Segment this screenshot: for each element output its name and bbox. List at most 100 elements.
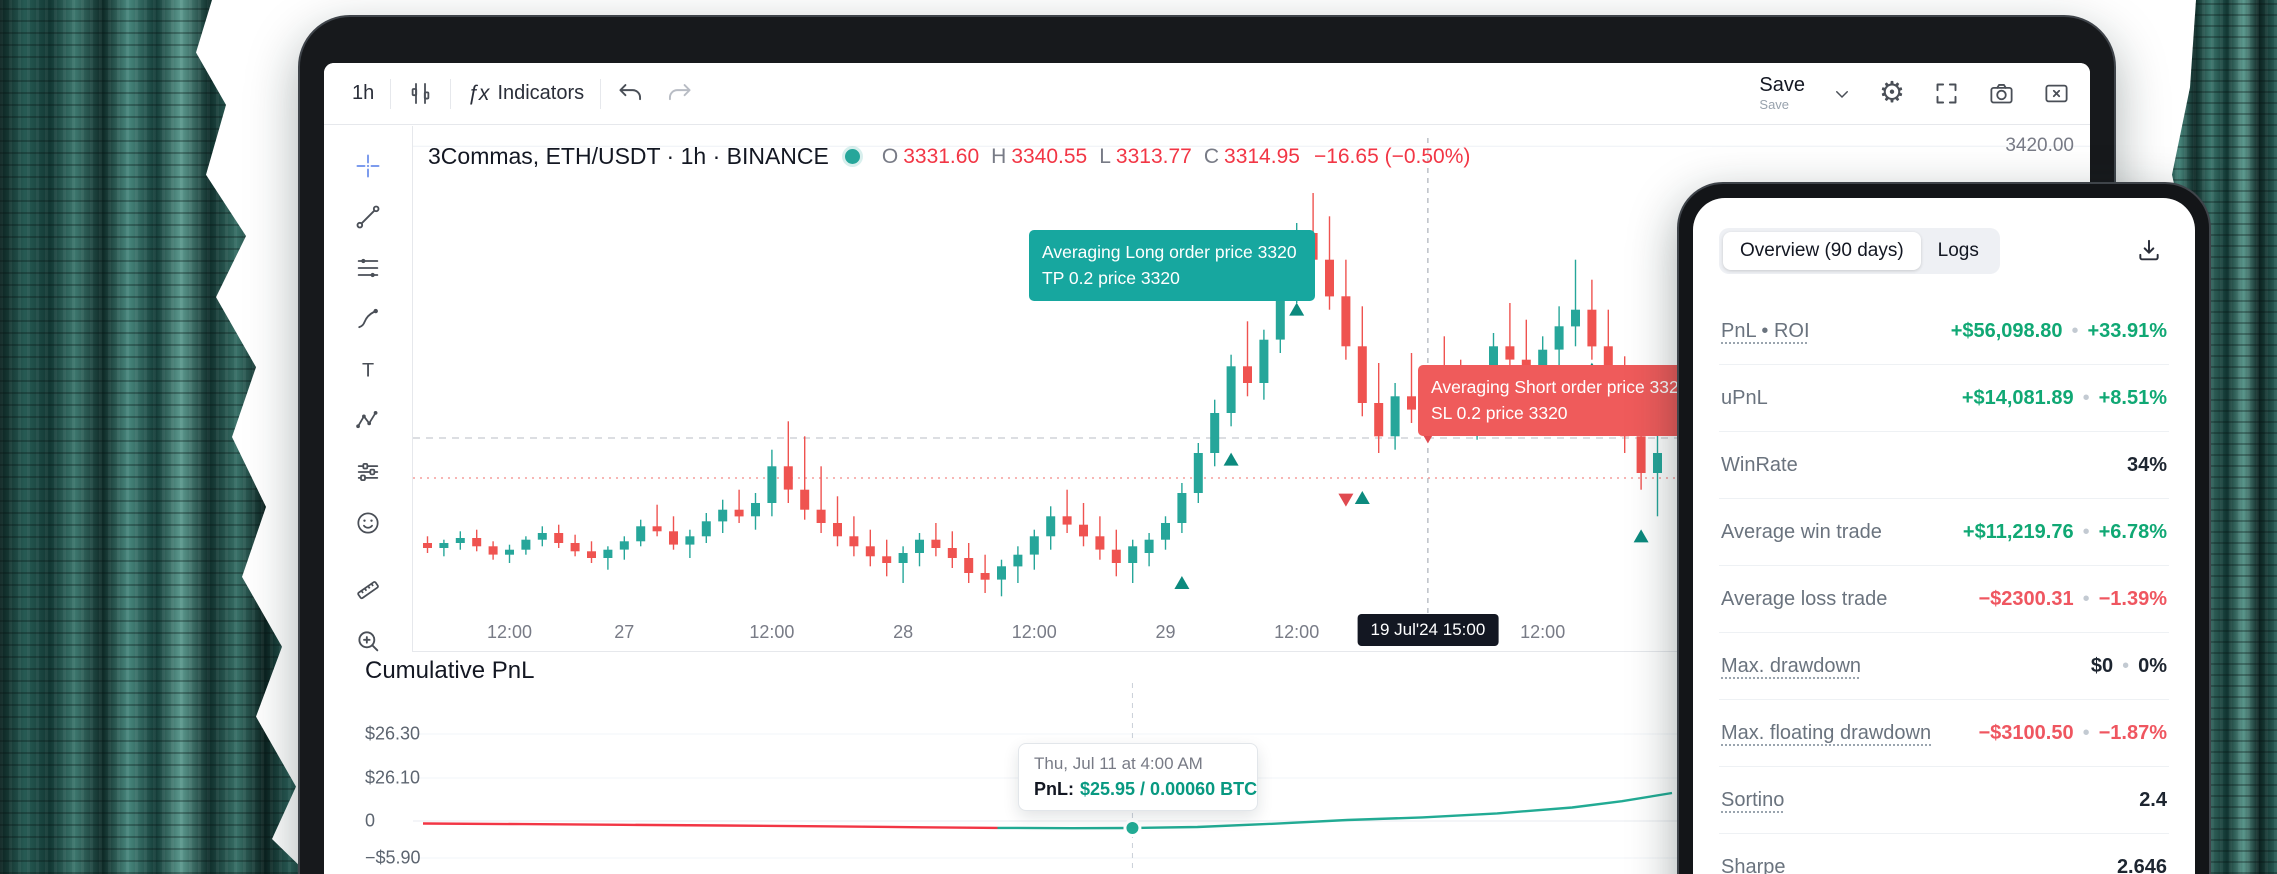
trendline-tool[interactable] [354,203,382,231]
stat-label[interactable]: Max. drawdown [1721,655,1862,677]
stat-row: Max. floating drawdown −$3100.50 • −1.87% [1719,700,2169,767]
stat-value: $0 • 0% [2090,654,2167,677]
toolbar-divider [390,78,392,109]
crosshair-time-badge: 19 Jul'24 15:00 [1357,614,1499,646]
time-axis-label: 12:00 [1520,622,1566,642]
stat-label: Average loss trade [1721,588,1888,610]
annotation-line: Averaging Long order price 3320 [1042,242,1297,262]
symbol-title[interactable]: 3Commas, ETH/USDT · 1h · BINANCE [428,143,829,169]
redo-icon[interactable] [666,80,693,107]
stat-value: −$3100.50 • −1.87% [1978,721,2167,744]
decorative-glitch-left [0,0,308,874]
indicators-label: Indicators [497,82,585,104]
gear-icon[interactable]: ⚙ [1879,77,1905,109]
indicators-button[interactable]: ƒx Indicators [467,82,584,106]
pattern-tool[interactable] [354,407,382,435]
pnl-y-label: 0 [365,810,376,831]
trade-markers [1174,302,1649,589]
time-axis-label: 12:00 [486,622,533,642]
section-divider [324,651,2090,652]
time-axis-label: 12:00 [1274,622,1320,642]
toolbar-divider [450,78,452,109]
ohlc-value: 3340.55 [1011,144,1088,168]
annotation-line: SL 0.2 price 3320 [1431,403,1568,424]
text-tool[interactable]: T [354,356,382,384]
stat-value: +$11,219.76 • +6.78% [1962,520,2167,543]
tooltip-label: PnL: [1034,779,1074,799]
stat-row: uPnL +$14,081.89 • +8.51% [1719,365,2169,432]
stat-row: Max. drawdown $0 • 0% [1719,633,2169,700]
pnl-y-label: −$5.90 [365,847,421,868]
stat-label: uPnL [1721,387,1768,409]
save-sub-label: Save [1759,97,1790,113]
ohlc-value: 3331.60 [903,144,980,168]
pnl-y-label: $26.30 [365,723,421,744]
stats-tabs: Overview (90 days) Logs [1719,228,2000,274]
stat-row: WinRate 34% [1719,432,2169,499]
emoji-tool[interactable] [354,509,382,537]
fx-icon: ƒx [467,81,490,105]
annotation-line: Averaging Short order price 3320 [1431,377,1689,397]
close-panel-icon[interactable] [2043,80,2070,107]
pnl-tooltip: Thu, Jul 11 at 4:00 AM PnL: $25.95 / 0.00… [1018,743,1258,811]
stat-row: Sharpe 2.646 [1719,834,2169,874]
symbol-legend: 3Commas, ETH/USDT · 1h · BINANCE O 3331.6… [428,143,1470,170]
pnl-section-title: Cumulative PnL [365,657,535,684]
tab-overview-90-days[interactable]: Overview (90 days) [1723,232,1921,270]
crosshair-tool[interactable] [354,152,382,180]
sliders-tool[interactable] [354,458,382,486]
ohlc-value: 3314.95 [1224,144,1300,168]
brush-tool[interactable] [354,305,382,333]
price-axis-label: 3420.00 [2005,135,2074,156]
timeframe-button[interactable]: 1h [352,82,375,104]
stats-device-frame: Overview (90 days) Logs PnL • ROI +$56,098… [1677,182,2211,874]
svg-text:T: T [362,359,374,381]
tooltip-date: Thu, Jul 11 at 4:00 AM [1034,754,1203,773]
toolbar-right-group: Save Save ⚙ [1759,74,2070,113]
stat-row: Average loss trade −$2300.31 • −1.39% [1719,566,2169,633]
fib-retracement-tool[interactable] [354,254,382,282]
stat-label[interactable]: PnL • ROI [1721,320,1810,342]
save-button[interactable]: Save Save [1759,74,1805,113]
chart-toolbar: 1h ƒx Indicators [324,63,2090,125]
time-axis-label: 28 [893,622,914,642]
stat-label[interactable]: Sharpe [1721,856,1786,874]
status-dot-icon [844,149,860,164]
stat-row: Sortino 2.4 [1719,767,2169,834]
chevron-down-icon[interactable] [1833,85,1851,103]
ohlc-letter: L [1099,144,1111,168]
stats-panel: Overview (90 days) Logs PnL • ROI +$56,098… [1693,198,2195,874]
stat-row: PnL • ROI +$56,098.80 • +33.91% [1719,298,2169,365]
fullscreen-icon[interactable] [1933,80,1960,107]
short-order-annotation[interactable]: Averaging Short order price 3320 SL 0.2 … [1418,365,1718,436]
annotation-line: TP 0.2 price 3320 [1042,268,1180,289]
long-order-annotation[interactable]: Averaging Long order price 3320 TP 0.2 p… [1029,230,1315,301]
price-change: −16.65 (−0.50%) [1313,144,1471,168]
ohlc-letter: H [991,144,1007,168]
drawing-toolbar: T [324,126,413,652]
stat-value: −$2300.31 • −1.39% [1978,587,2167,610]
zoom-in-tool[interactable] [354,627,382,655]
stat-label: WinRate [1721,454,1798,476]
stat-value: +$56,098.80 • +33.91% [1950,319,2167,342]
download-icon[interactable] [2129,230,2169,270]
pnl-y-label: $26.10 [365,767,421,788]
ohlc-values: O 3331.60 H 3340.55 L 3313.77 C 3314.95 [870,145,1300,169]
stat-row: Average win trade +$11,219.76 • +6.78% [1719,499,2169,566]
stat-value: 2.646 [2116,855,2167,874]
time-axis-label: 12:00 [749,622,795,642]
undo-icon[interactable] [617,80,644,107]
stat-label: Average win trade [1721,521,1882,543]
time-axis[interactable]: 12:00 27 12:00 28 12:00 29 12:00 12:00 [324,615,2090,651]
tab-logs[interactable]: Logs [1937,240,1979,261]
camera-icon[interactable] [1988,80,2015,107]
tooltip-value: $25.95 / 0.00060 BTC [1080,779,1258,799]
ohlc-value: 3313.77 [1115,144,1192,168]
stat-label[interactable]: Sortino [1721,789,1785,811]
stat-label[interactable]: Max. floating drawdown [1721,722,1932,744]
chart-style-icon[interactable] [407,80,434,107]
ruler-tool[interactable] [354,576,382,604]
save-label: Save [1759,74,1805,97]
stat-value: +$14,081.89 • +8.51% [1961,386,2167,409]
